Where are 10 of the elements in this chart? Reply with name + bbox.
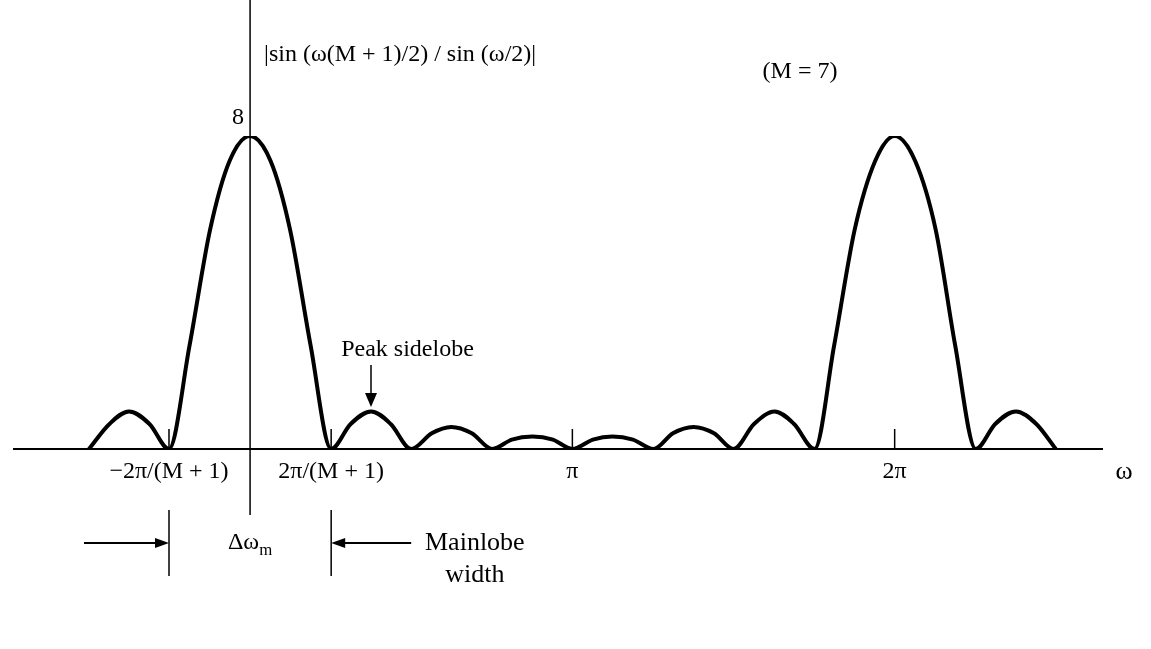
x-tick-label: π — [566, 456, 579, 483]
annotation: 8 — [232, 103, 245, 130]
x-axis-title: ω — [1115, 455, 1133, 485]
text: Mainlobe width — [425, 526, 525, 588]
x-tick-label: 2π — [882, 456, 907, 483]
y-axis-title: |sin (ω(M + 1)/2) / sin (ω/2)| — [264, 40, 537, 67]
text: (M = 7) — [762, 57, 838, 84]
x-tick-label: 2π/(M + 1) — [278, 456, 384, 483]
x-tick-label: −2π/(M + 1) — [109, 456, 229, 483]
annotation: Peak sidelobe — [341, 334, 474, 361]
